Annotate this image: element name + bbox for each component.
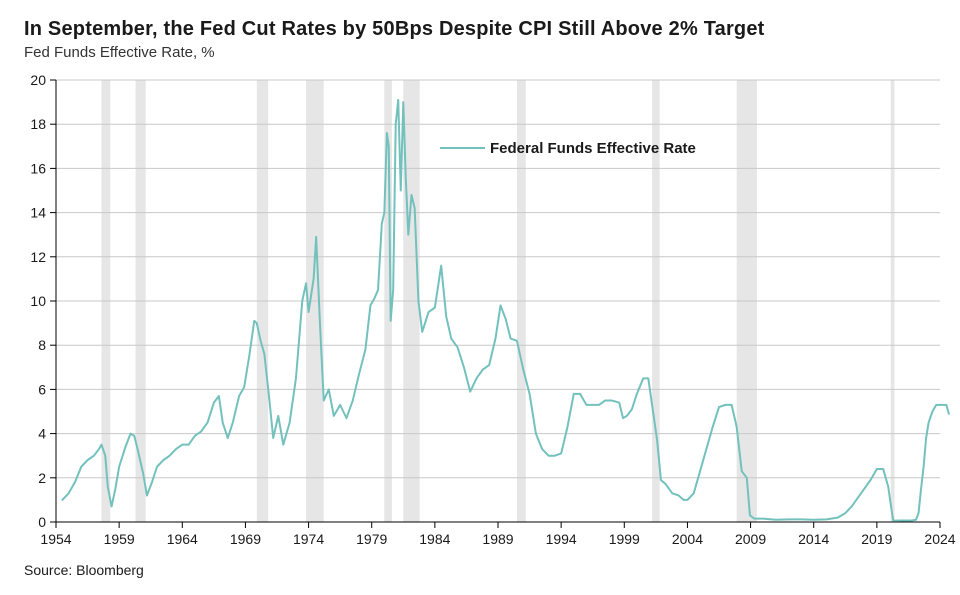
- x-tick-label: 2009: [735, 531, 766, 547]
- x-tick-label: 1994: [546, 531, 577, 547]
- x-tick-label: 2019: [861, 531, 892, 547]
- y-tick-label: 14: [30, 205, 46, 221]
- legend-label: Federal Funds Effective Rate: [490, 140, 696, 157]
- x-tick-label: 1969: [230, 531, 261, 547]
- fed-funds-rate-line: [62, 100, 949, 521]
- x-tick-label: 1989: [482, 531, 513, 547]
- x-tick-label: 1974: [293, 531, 324, 547]
- x-tick-label: 2024: [924, 531, 955, 547]
- y-tick-label: 6: [38, 381, 46, 397]
- x-tick-label: 1964: [167, 531, 198, 547]
- x-tick-label: 1954: [40, 531, 71, 547]
- y-tick-label: 12: [30, 249, 46, 265]
- x-tick-label: 1959: [104, 531, 135, 547]
- y-tick-label: 0: [38, 514, 46, 530]
- y-tick-label: 10: [30, 293, 46, 309]
- y-tick-label: 18: [30, 116, 46, 132]
- chart-svg: 0 2 4 6 8 10 12 14 16 18 20 1954 1959 1964 1969 1974 197…: [0, 0, 960, 595]
- x-tick-label: 1999: [609, 531, 640, 547]
- x-tick-label: 2014: [798, 531, 829, 547]
- chart-container: In September, the Fed Cut Rates by 50Bps…: [0, 0, 960, 595]
- x-tick-label: 1984: [419, 531, 450, 547]
- x-tick-label: 2004: [672, 531, 703, 547]
- y-tick-label: 16: [30, 160, 46, 176]
- y-tick-label: 20: [30, 72, 46, 88]
- y-tick-label: 2: [38, 470, 46, 486]
- y-tick-label: 8: [38, 337, 46, 353]
- y-tick-label: 4: [38, 426, 46, 442]
- x-tick-label: 1979: [356, 531, 387, 547]
